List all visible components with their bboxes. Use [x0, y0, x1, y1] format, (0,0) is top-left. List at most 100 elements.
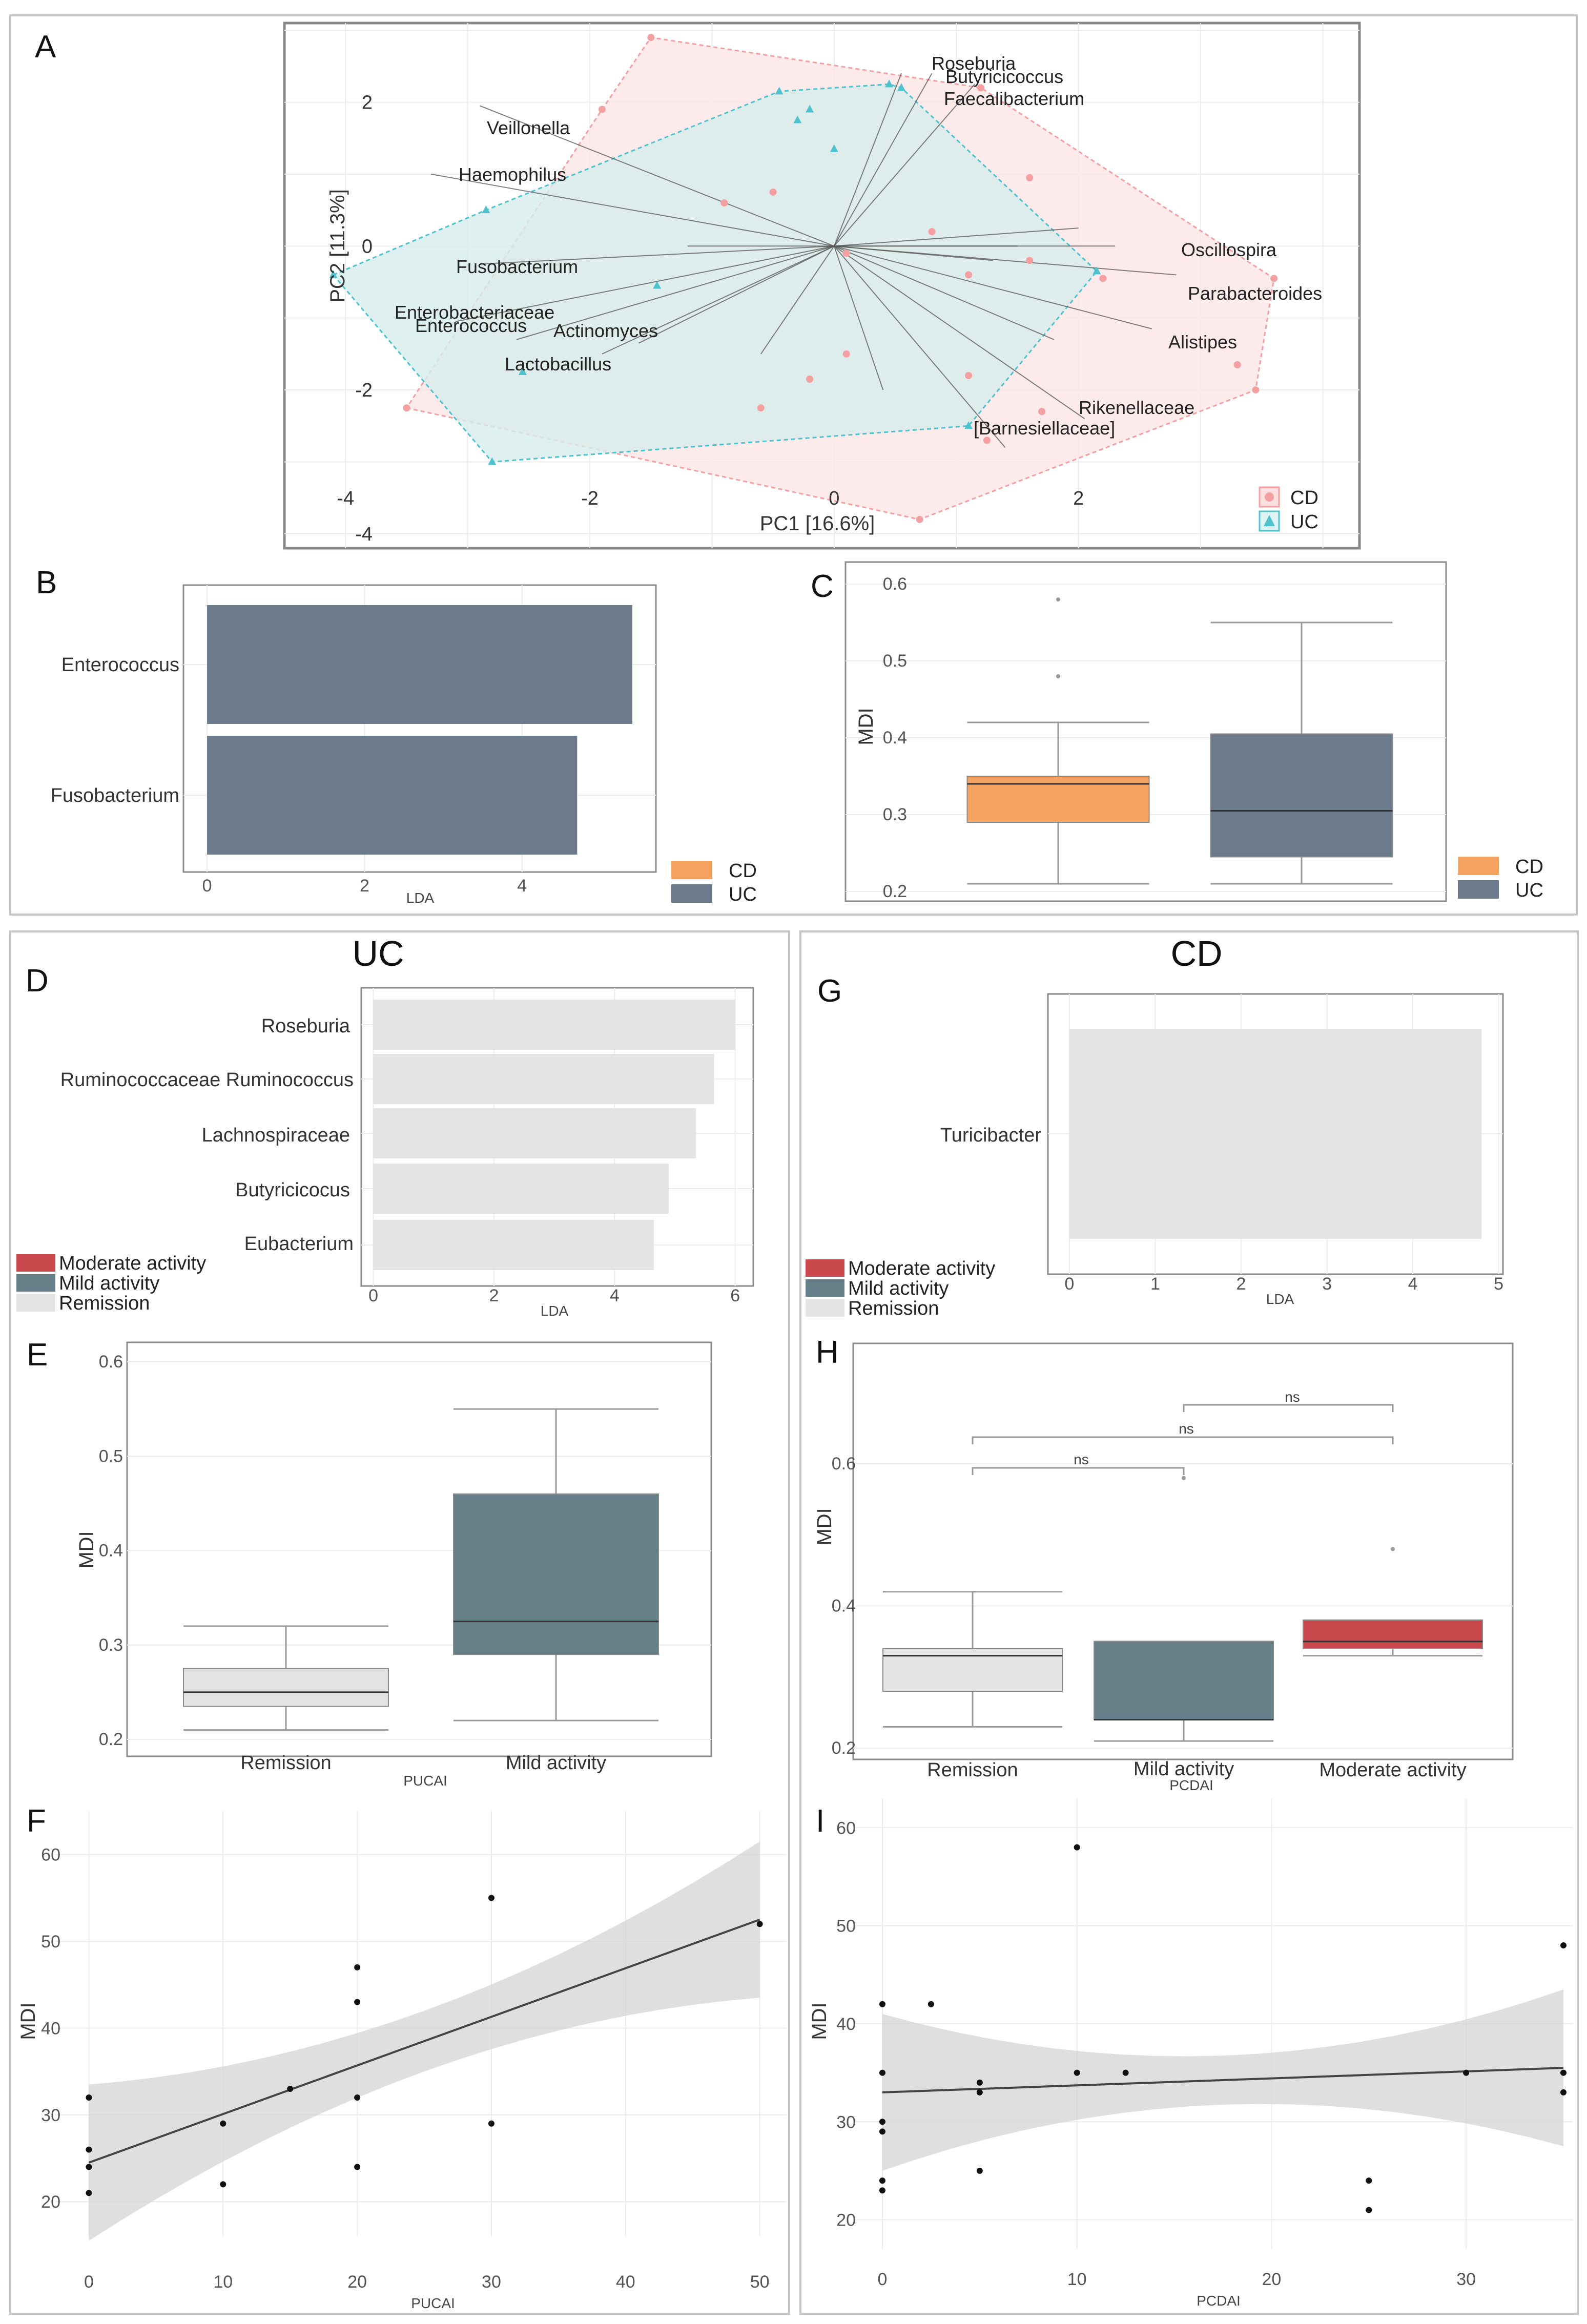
box	[1094, 1641, 1274, 1720]
y-tick-label: 20	[41, 2192, 60, 2212]
legend-swatch-cd	[671, 861, 712, 879]
data-point	[1560, 2069, 1567, 2076]
panel-label-a: A	[35, 29, 56, 65]
box-category-e: Mild activity	[506, 1752, 606, 1774]
panel-label-g: G	[817, 973, 842, 1009]
loading-label: Butyricicoccus	[945, 66, 1063, 87]
legend-c: CD UC	[1458, 856, 1543, 901]
scatter-x-label-f: PUCAI	[411, 2295, 455, 2311]
data-point	[354, 1964, 361, 1970]
y-tick-label: 40	[836, 2015, 856, 2034]
uc-point	[885, 79, 894, 88]
legend-label-moderate: Moderate activity	[848, 1258, 995, 1279]
y-tick-label: 0.2	[99, 1730, 123, 1749]
x-tick-label: 0	[877, 2270, 887, 2289]
loading-label: Faecalibacterium	[944, 88, 1084, 109]
box	[1210, 733, 1393, 858]
loading-arrow	[455, 245, 835, 322]
scatter-y-label-f: MDI	[17, 2002, 39, 2040]
lda-x-label-b: LDA	[406, 890, 435, 906]
box-plot-e: 0.6 0.5 0.4 0.3 0.2	[99, 1352, 711, 1749]
panel-label-e: E	[27, 1337, 48, 1373]
x-tick-label: 0	[829, 488, 839, 509]
y-tick-label: 0.6	[99, 1352, 123, 1372]
data-point	[928, 2001, 934, 2007]
cd-point	[1233, 361, 1241, 368]
y-tick-label: 30	[41, 2106, 60, 2125]
legend-label-mild: Mild activity	[848, 1278, 949, 1299]
loading-arrow	[638, 245, 835, 344]
x-tick-label: 0	[202, 876, 212, 896]
cd-point	[1270, 275, 1278, 282]
data-point	[86, 2146, 92, 2153]
legend-label-cd: CD	[1515, 856, 1543, 878]
lda-x-label-g: LDA	[1266, 1291, 1294, 1307]
loading-arrow	[834, 245, 1055, 340]
legend-swatch-uc	[671, 884, 712, 903]
x-tick-label: 3	[1322, 1274, 1332, 1294]
box-y-label-e: MDI	[75, 1531, 98, 1568]
x-tick-label: 2	[360, 876, 369, 896]
data-point	[354, 2164, 361, 2170]
lda-bar	[207, 736, 578, 855]
panel-label-h: H	[816, 1335, 839, 1370]
data-point	[879, 2001, 885, 2007]
legend-d: Moderate activity Mild activity Remissio…	[16, 1253, 206, 1314]
x-tick-label: 4	[610, 1286, 620, 1305]
box-y-label-c: MDI	[855, 708, 877, 745]
loading-arrow	[833, 245, 884, 390]
x-tick-label: 50	[750, 2272, 770, 2292]
pca-x-label: PC1 [16.6%]	[760, 512, 875, 535]
legend-label-moderate: Moderate activity	[59, 1253, 206, 1274]
loading-arrows	[430, 73, 1177, 448]
y-tick-label: 50	[41, 1932, 60, 1952]
loading-arrow	[480, 105, 835, 247]
data-point	[1560, 1942, 1567, 1948]
legend-swatch-uc	[1458, 880, 1499, 899]
legend-label-mild: Mild activity	[59, 1273, 159, 1294]
y-tick-label: 2	[362, 92, 373, 113]
legend-label-cd: CD	[1290, 487, 1318, 509]
significance-bracket	[1183, 1404, 1394, 1412]
loading-arrow	[834, 245, 1085, 420]
lda-label-b: Fusobacterium	[51, 785, 179, 806]
data-point	[879, 2187, 885, 2194]
x-tick-label: 10	[213, 2272, 233, 2292]
x-tick-label: 2	[1236, 1274, 1246, 1294]
outlier-point	[1056, 674, 1060, 678]
uc-point	[897, 83, 905, 91]
box-plot-c: 0.6 0.5 0.4 0.3 0.2	[846, 574, 1446, 901]
legend-label-uc: UC	[1290, 511, 1318, 533]
uc-point	[1093, 266, 1101, 275]
x-tick-label: 20	[347, 2272, 367, 2292]
frame-uc	[9, 930, 790, 2315]
data-point	[488, 1895, 494, 1901]
loading-arrow	[833, 73, 933, 246]
legend-swatch-mild	[806, 1279, 844, 1297]
cd-point	[1038, 408, 1046, 416]
data-point	[220, 2120, 226, 2127]
x-tick-label: 0	[368, 1286, 378, 1305]
legend-label-remission: Remission	[59, 1293, 150, 1314]
legend-swatch-cd	[1458, 857, 1499, 875]
cd-point	[965, 372, 973, 380]
loading-label: Parabacteroides	[1188, 283, 1322, 304]
cd-point	[769, 188, 777, 196]
x-tick-label: 40	[616, 2272, 635, 2292]
data-point	[1560, 2089, 1567, 2095]
data-point	[879, 2069, 885, 2076]
data-point	[354, 2094, 361, 2101]
loading-label: Alistipes	[1168, 331, 1237, 352]
x-tick-label: 2	[489, 1286, 499, 1305]
box-plot-h: 0.6 0.4 0.2	[832, 1404, 1513, 1758]
cd-point	[983, 437, 991, 444]
legend-label-remission: Remission	[848, 1298, 939, 1319]
y-tick-label: 0.2	[883, 882, 907, 901]
data-point	[879, 2177, 885, 2184]
outlier-point	[1056, 597, 1060, 601]
loading-arrow	[430, 173, 835, 247]
lda-bar	[373, 1000, 735, 1050]
legend-swatch-moderate	[806, 1259, 844, 1277]
cd-point	[1026, 257, 1034, 264]
